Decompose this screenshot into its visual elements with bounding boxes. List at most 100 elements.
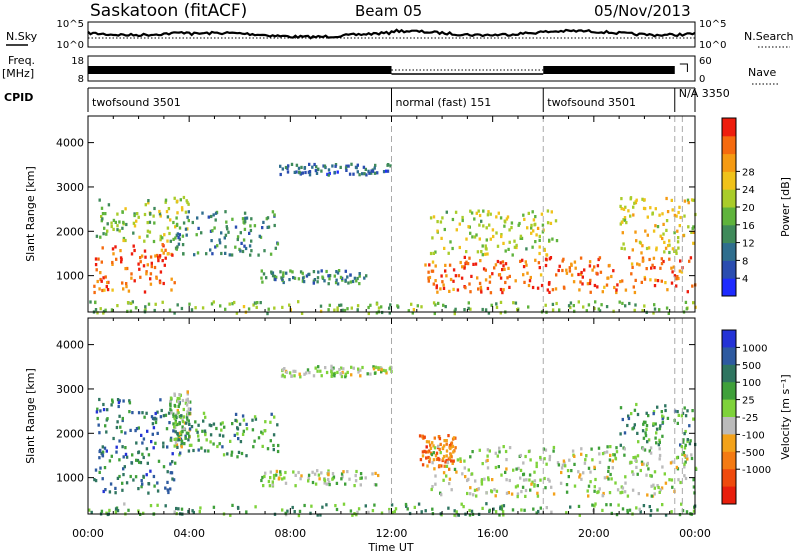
cell — [482, 209, 485, 213]
cell — [544, 448, 548, 452]
cell — [658, 440, 661, 444]
cell — [354, 479, 358, 483]
cell — [454, 446, 457, 450]
cell — [106, 408, 109, 412]
cell — [668, 239, 671, 243]
cell — [309, 511, 312, 515]
cell — [505, 458, 508, 462]
cell — [153, 484, 156, 488]
cell — [262, 272, 266, 276]
cbar-tick-label: 100 — [742, 378, 761, 389]
cell — [449, 446, 452, 451]
cell — [436, 220, 439, 224]
cell — [328, 274, 332, 278]
cell — [343, 308, 347, 313]
cell — [178, 226, 182, 230]
cell — [683, 454, 686, 458]
cell — [116, 398, 120, 402]
cell — [270, 412, 273, 416]
cell — [103, 466, 107, 470]
feature-dawn-cloud — [619, 402, 697, 449]
cell — [122, 467, 125, 471]
cell — [281, 477, 284, 481]
cell — [668, 250, 671, 255]
cell — [388, 367, 391, 371]
cell — [299, 477, 302, 481]
cell — [99, 409, 102, 413]
cell — [276, 242, 280, 246]
cell — [433, 436, 436, 440]
cell — [519, 259, 522, 263]
x-tick-label: 00:00 — [72, 527, 104, 540]
cell — [548, 238, 551, 242]
cell — [619, 280, 622, 284]
cell — [100, 509, 104, 513]
cell — [521, 485, 525, 489]
cell — [195, 428, 198, 432]
cell — [500, 234, 503, 239]
cell — [644, 434, 648, 438]
cell — [495, 489, 499, 493]
cell — [686, 439, 689, 443]
cell — [172, 412, 175, 416]
cell — [632, 456, 635, 460]
cell — [272, 448, 275, 452]
cell — [182, 221, 186, 225]
cell — [146, 263, 149, 267]
cell — [652, 229, 656, 233]
cell — [493, 266, 496, 270]
cell — [145, 447, 149, 451]
cell — [587, 494, 590, 498]
cell — [615, 288, 618, 292]
cell — [111, 260, 114, 265]
cell — [535, 233, 538, 237]
cell — [472, 262, 475, 266]
cell — [637, 440, 640, 444]
x-tick-label: 08:00 — [274, 527, 306, 540]
cell — [283, 367, 286, 371]
cell — [295, 163, 299, 167]
cell — [633, 290, 637, 295]
cell — [682, 440, 685, 444]
cell — [567, 304, 571, 308]
cell — [579, 280, 582, 284]
cell — [188, 427, 192, 431]
cell — [325, 503, 328, 507]
cell — [185, 199, 188, 203]
cell — [132, 244, 135, 248]
cell — [169, 438, 172, 442]
cell — [619, 491, 622, 495]
cell — [181, 234, 185, 238]
cell — [316, 369, 319, 373]
cell — [454, 307, 457, 311]
cell — [486, 213, 490, 217]
cell — [442, 478, 445, 482]
cell — [328, 483, 331, 487]
cell — [661, 414, 664, 418]
cell — [443, 227, 446, 232]
cell — [529, 458, 532, 462]
cell — [621, 220, 624, 224]
cell — [519, 236, 522, 240]
cell — [554, 219, 558, 223]
cell — [535, 511, 538, 515]
cell — [340, 472, 344, 476]
cell — [621, 486, 625, 490]
cell — [222, 434, 225, 438]
cell — [465, 237, 468, 241]
cell — [532, 218, 536, 222]
cell — [682, 438, 685, 442]
cell — [453, 309, 456, 313]
cbar-tick-label: 500 — [742, 361, 761, 372]
cell — [458, 222, 461, 226]
cell — [443, 439, 446, 443]
cell — [181, 208, 184, 212]
cell — [452, 436, 456, 440]
cell — [122, 287, 125, 291]
cell — [89, 300, 92, 304]
cell — [100, 260, 103, 264]
cell — [229, 513, 232, 517]
cell — [197, 423, 200, 427]
cell — [683, 474, 686, 478]
cell — [349, 509, 353, 513]
